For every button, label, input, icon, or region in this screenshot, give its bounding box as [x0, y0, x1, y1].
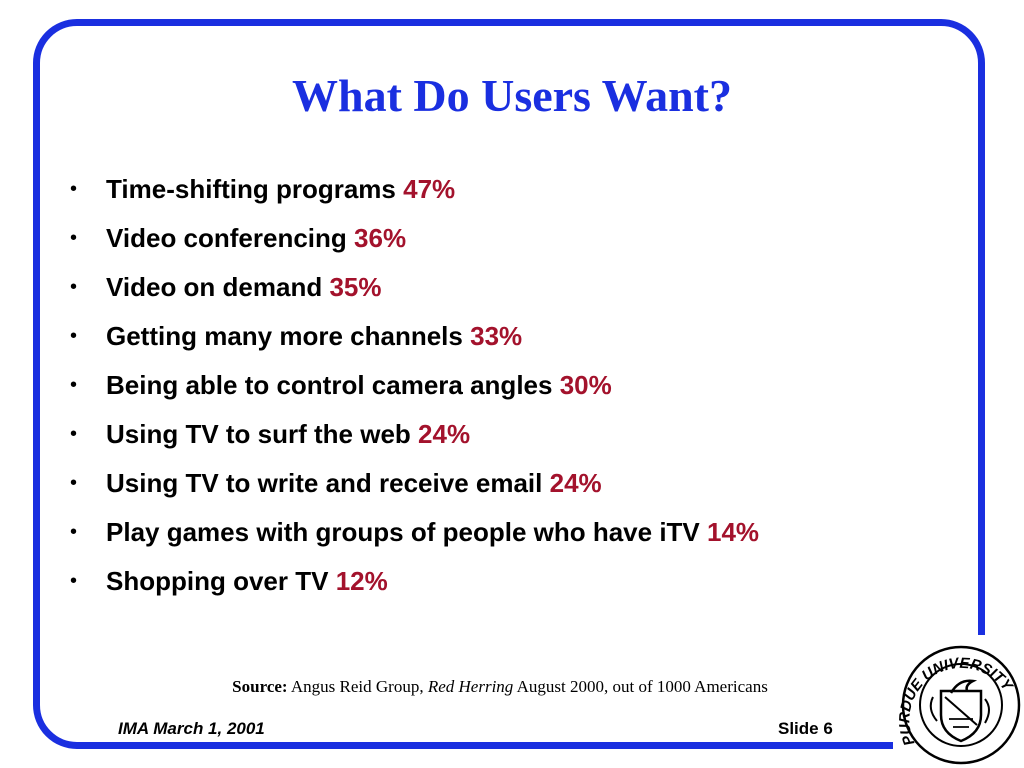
bullet-text: Using TV to surf the web	[106, 419, 411, 449]
purdue-seal-logo: PURDUE UNIVERSITY	[893, 635, 1024, 768]
bullet-percent: 14%	[707, 517, 760, 547]
bullet-item: • Using TV to write and receive email 24%	[70, 459, 759, 508]
source-label: Source:	[232, 677, 288, 696]
bullet-item: • Shopping over TV 12%	[70, 557, 759, 606]
source-text-2: August 2000, out of 1000 Americans	[516, 677, 768, 696]
bullet-dot-icon: •	[70, 472, 78, 494]
slide-title: What Do Users Want?	[291, 70, 732, 121]
bullet-text: Shopping over TV	[106, 566, 329, 596]
bullet-item: • Play games with groups of people who ha…	[70, 508, 759, 557]
slide-frame	[33, 19, 985, 749]
bullet-item: • Time-shifting programs 47%	[70, 165, 759, 214]
bullet-item: • Being able to control camera angles 30%	[70, 361, 759, 410]
bullet-dot-icon: •	[70, 521, 78, 543]
bullet-text: Time-shifting programs	[106, 174, 396, 204]
bullet-dot-icon: •	[70, 276, 78, 298]
bullet-item: • Video on demand 35%	[70, 263, 759, 312]
bullet-text: Being able to control camera angles	[106, 370, 553, 400]
bullet-percent: 33%	[470, 321, 523, 351]
bullet-text: Video conferencing	[106, 223, 347, 253]
bullet-percent: 30%	[559, 370, 612, 400]
bullet-text: Using TV to write and receive email	[106, 468, 543, 498]
bullet-list: • Time-shifting programs 47% • Video confe…	[70, 165, 759, 606]
bullet-item: • Video conferencing 36%	[70, 214, 759, 263]
bullet-item: • Getting many more channels 33%	[70, 312, 759, 361]
bullet-percent: 12%	[335, 566, 388, 596]
bullet-percent: 36%	[354, 223, 407, 253]
bullet-dot-icon: •	[70, 178, 78, 200]
slide-number: Slide 6	[778, 719, 833, 738]
bullet-text: Getting many more channels	[106, 321, 463, 351]
source-text-1: Angus Reid Group,	[290, 677, 424, 696]
source-citation: Source: Angus Reid Group, Red Herring Au…	[0, 677, 1000, 697]
source-publication: Red Herring	[427, 677, 514, 696]
bullet-text: Play games with groups of people who hav…	[106, 517, 700, 547]
bullet-dot-icon: •	[70, 423, 78, 445]
bullet-dot-icon: •	[70, 570, 78, 592]
purdue-seal-icon: PURDUE UNIVERSITY	[896, 645, 1021, 765]
bullet-text: Video on demand	[106, 272, 323, 302]
bullet-dot-icon: •	[70, 227, 78, 249]
bullet-dot-icon: •	[70, 374, 78, 396]
footer-date: IMA March 1, 2001	[118, 719, 265, 738]
bullet-item: • Using TV to surf the web 24%	[70, 410, 759, 459]
bullet-percent: 35%	[329, 272, 382, 302]
bullet-percent: 24%	[418, 419, 471, 449]
bullet-percent: 47%	[403, 174, 456, 204]
bullet-dot-icon: •	[70, 325, 78, 347]
bullet-percent: 24%	[549, 468, 602, 498]
